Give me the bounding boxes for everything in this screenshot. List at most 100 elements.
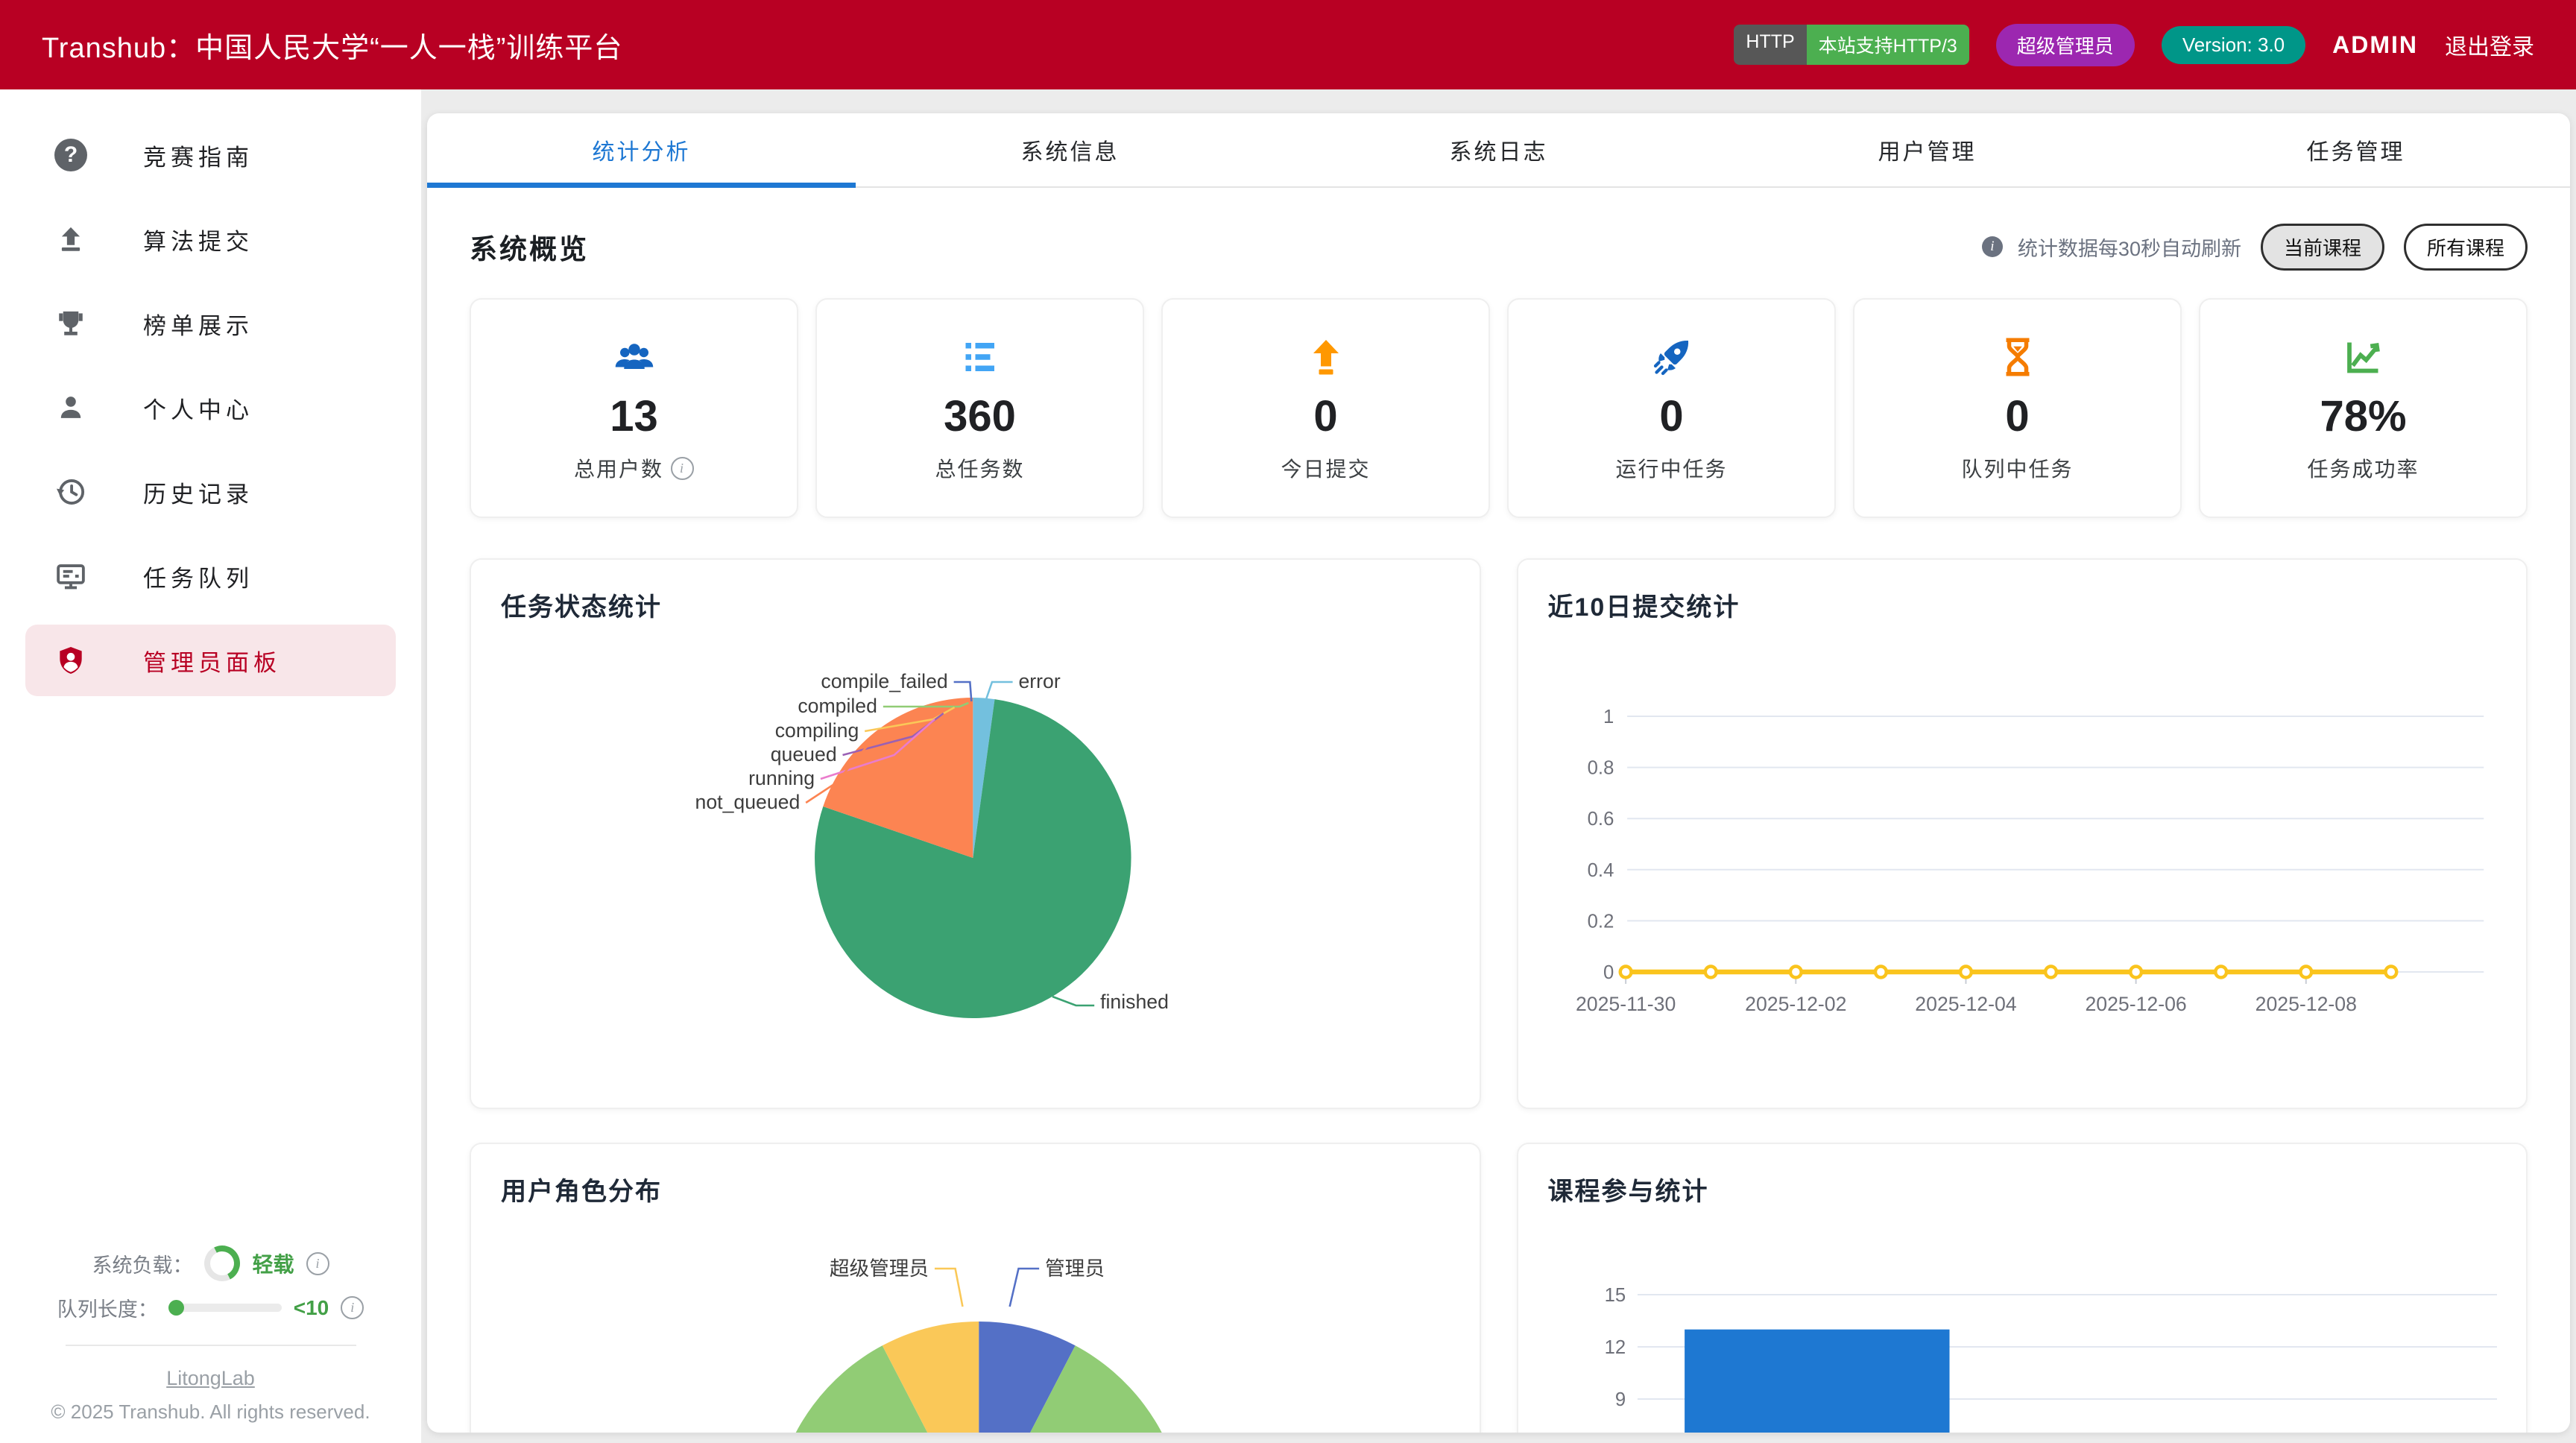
- svg-text:compiling: compiling: [775, 719, 859, 742]
- stat-value: 0: [2005, 392, 2030, 441]
- svg-text:compile_failed: compile_failed: [821, 670, 947, 692]
- svg-text:超级管理员: 超级管理员: [830, 1257, 929, 1280]
- svg-text:2025-12-02: 2025-12-02: [1745, 993, 1846, 1015]
- stat-label: 总任务数: [935, 458, 1025, 481]
- svg-text:0.2: 0.2: [1587, 911, 1614, 932]
- tab-bar: 统计分析 系统信息 系统日志 用户管理 任务管理: [427, 113, 2570, 188]
- queue-length-row: 队列长度： <10 i: [57, 1293, 364, 1322]
- http-badge-label: HTTP: [1734, 25, 1807, 65]
- svg-text:queued: queued: [771, 743, 837, 765]
- svg-text:2025-11-30: 2025-11-30: [1575, 993, 1675, 1015]
- stat-card-today-submissions: 0 今日提交: [1161, 298, 1490, 518]
- main-panel: 统计分析 系统信息 系统日志 用户管理 任务管理 系统概览 i 统计数据每30秒…: [427, 113, 2570, 1433]
- stat-card-running-tasks: 0 运行中任务: [1507, 298, 1836, 518]
- sidebar-item-admin-panel[interactable]: 管理员面板: [25, 625, 396, 696]
- task-status-pie-chart: compile_failed error compiledcompilingqueu…: [695, 670, 1169, 1019]
- svg-text:2025-12-04: 2025-12-04: [1915, 993, 2016, 1015]
- current-course-button[interactable]: 当前课程: [2260, 223, 2384, 271]
- course-participation-chart-card: 课程参与统计 15 12 9: [1516, 1143, 2528, 1433]
- person-icon: [54, 391, 88, 425]
- rocket-icon: [1650, 334, 1694, 380]
- help-icon: ?: [54, 138, 88, 172]
- stat-value: 360: [944, 392, 1016, 441]
- footer-divider: [65, 1345, 356, 1346]
- queue-length-value: <10: [293, 1295, 329, 1319]
- refresh-note: 统计数据每30秒自动刷新: [2017, 237, 2241, 260]
- sidebar-item-leaderboard[interactable]: 榜单展示: [25, 288, 396, 359]
- sidebar: ? 竞赛指南 算法提交 榜单展示 个人中心 历史记录: [0, 89, 421, 1443]
- svg-text:not_queued: not_queued: [695, 791, 801, 813]
- overview-header: 系统概览 i 统计数据每30秒自动刷新 当前课程 所有课程: [470, 222, 2528, 271]
- system-load-value: 轻载: [252, 1253, 294, 1276]
- sidebar-item-history[interactable]: 历史记录: [25, 456, 396, 528]
- course-participation-bar-chart: 15 12 9: [1604, 1285, 2497, 1433]
- tab-task-management[interactable]: 任务管理: [2306, 140, 2405, 165]
- all-courses-button[interactable]: 所有课程: [2403, 223, 2528, 271]
- chart-up-icon: [2341, 334, 2386, 380]
- upload-orange-icon: [1304, 334, 1348, 380]
- users-icon: [612, 334, 657, 380]
- copyright: © 2025 Transhub. All rights reserved.: [51, 1401, 370, 1423]
- chart-title: 任务状态统计: [501, 593, 662, 622]
- svg-text:15: 15: [1604, 1285, 1626, 1306]
- queue-length-label: 队列长度：: [57, 1298, 158, 1321]
- tab-system-info[interactable]: 系统信息: [1020, 140, 1120, 165]
- tab-user-management[interactable]: 用户管理: [1878, 140, 1977, 165]
- task-list-icon: [958, 334, 1003, 380]
- charts-row-2: 用户角色分布 超级管理员 管理员 课程参与统计 15 12 9: [470, 1143, 2528, 1433]
- stat-label: 运行中任务: [1615, 458, 1728, 481]
- http3-badge: HTTP 本站支持HTTP/3: [1734, 25, 1969, 65]
- stat-label: 今日提交: [1281, 458, 1371, 481]
- load-info-icon[interactable]: i: [306, 1251, 329, 1275]
- stat-value: 0: [1313, 392, 1338, 441]
- user-roles-pie-chart: 超级管理员 管理员: [795, 1257, 1162, 1433]
- trophy-icon: [54, 306, 88, 341]
- svg-text:12: 12: [1604, 1337, 1626, 1358]
- stat-value: 0: [1659, 392, 1684, 441]
- stat-cards: 13 总用户数 i 360 总任务数 0 今日提交: [470, 298, 2528, 518]
- submissions-chart-card: 近10日提交统计 0 0.2 0.4 0.6 0.8 1 2025-11-30 2025-12…: [1516, 558, 2528, 1109]
- submissions-line-chart: 0 0.2 0.4 0.6 0.8 1 2025-11-30 2025-12-02 2025-1…: [1575, 707, 2484, 1015]
- system-load-label: 系统负载：: [92, 1254, 193, 1277]
- version-badge: Version: 3.0: [2161, 25, 2306, 64]
- svg-text:running: running: [748, 767, 815, 789]
- svg-text:2025-12-08: 2025-12-08: [2255, 993, 2356, 1015]
- stat-card-total-tasks: 360 总任务数: [815, 298, 1144, 518]
- logout-button[interactable]: 退出登录: [2445, 35, 2534, 60]
- stat-card-queued-tasks: 0 队列中任务: [1853, 298, 2182, 518]
- svg-text:error: error: [1018, 670, 1060, 692]
- chart-title: 近10日提交统计: [1547, 593, 1740, 622]
- task-status-chart-card: 任务状态统计 compile_failed error compiled compil…: [470, 558, 1481, 1109]
- monitor-icon: [54, 559, 88, 593]
- sidebar-item-profile[interactable]: 个人中心: [25, 372, 396, 443]
- users-info-icon[interactable]: i: [671, 456, 694, 480]
- chart-title: 课程参与统计: [1547, 1178, 1709, 1206]
- queue-info-icon[interactable]: i: [341, 1296, 364, 1319]
- active-tab-underline: [427, 183, 856, 188]
- svg-text:finished: finished: [1100, 991, 1169, 1013]
- sidebar-item-submit[interactable]: 算法提交: [25, 203, 396, 275]
- history-icon: [54, 475, 88, 509]
- svg-text:0.6: 0.6: [1587, 809, 1614, 830]
- stat-label: 总用户数: [573, 458, 663, 481]
- sidebar-item-task-queue[interactable]: 任务队列: [25, 540, 396, 612]
- svg-text:compiled: compiled: [798, 695, 877, 717]
- tab-system-logs[interactable]: 系统日志: [1449, 140, 1548, 165]
- hourglass-icon: [1995, 334, 2040, 380]
- lab-link[interactable]: LitongLab: [166, 1367, 255, 1389]
- app-title: Transhub：中国人民大学“一人一栈”训练平台: [42, 32, 623, 64]
- svg-text:1: 1: [1603, 707, 1614, 727]
- svg-text:0: 0: [1603, 962, 1614, 983]
- tab-content: 系统概览 i 统计数据每30秒自动刷新 当前课程 所有课程 13 总用户数 i: [427, 222, 2570, 1433]
- tab-statistics[interactable]: 统计分析: [592, 140, 691, 165]
- refresh-info-icon: i: [1981, 236, 2003, 257]
- sidebar-item-guide[interactable]: ? 竞赛指南: [25, 119, 396, 191]
- svg-text:0.8: 0.8: [1587, 757, 1614, 778]
- stat-label: 队列中任务: [1961, 458, 2074, 481]
- queue-progress: [168, 1300, 282, 1316]
- system-load-row: 系统负载： 轻载 i: [92, 1240, 329, 1286]
- upload-icon: [54, 222, 88, 256]
- username-menu[interactable]: ADMIN: [2332, 31, 2418, 58]
- charts-row-1: 任务状态统计 compile_failed error compiled compil…: [470, 558, 2528, 1109]
